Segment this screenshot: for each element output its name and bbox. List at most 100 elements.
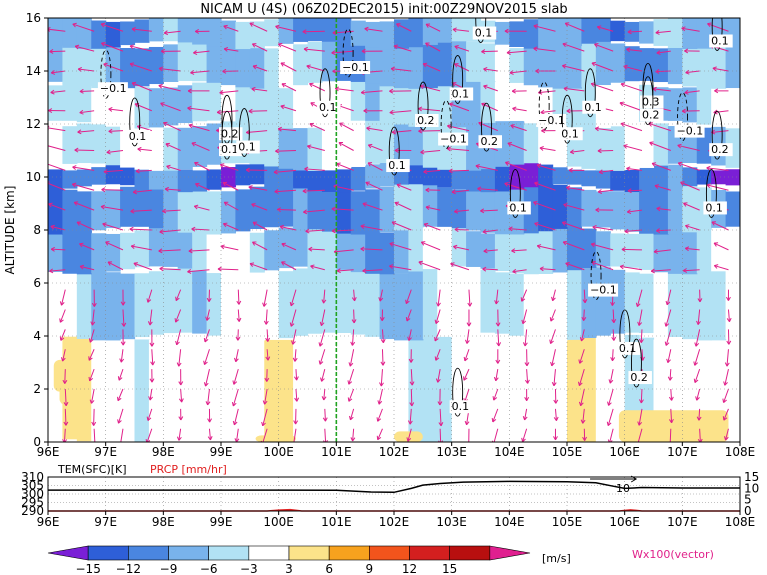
wind-vector-head xyxy=(696,397,700,401)
wind-vector-shaft xyxy=(266,329,269,342)
wind-vector-shaft xyxy=(129,63,152,72)
wind-vector xyxy=(667,369,673,381)
colorbar: −15 −12 −9 −6 −3 3 6 9 12 15[m/s] Wx100(vector) xyxy=(47,545,714,575)
wind-vector xyxy=(534,221,556,231)
wind-vector-head xyxy=(623,65,627,70)
contour-line xyxy=(538,81,550,131)
wind-vector-head xyxy=(656,206,661,209)
wind-vector-shaft xyxy=(131,28,152,32)
x-tick-label: 107E xyxy=(667,445,698,459)
wind-vector-head xyxy=(389,265,393,269)
wind-vector xyxy=(591,61,614,72)
wind-vector-head xyxy=(522,342,526,347)
wind-vector-shaft xyxy=(281,261,297,271)
field-cell xyxy=(408,164,424,185)
wind-vector xyxy=(79,88,95,94)
colorbar-tick-label: 9 xyxy=(366,562,374,575)
wind-vector-head xyxy=(151,342,155,347)
wind-vector xyxy=(619,101,643,112)
wind-vector xyxy=(88,368,95,382)
field-cell xyxy=(76,191,92,233)
wind-vector-head xyxy=(697,438,701,442)
field-cell xyxy=(120,47,136,89)
wind-vector-head xyxy=(608,379,611,384)
wind-vector-head xyxy=(539,268,544,272)
field-cell xyxy=(249,162,265,185)
wind-vector-head xyxy=(598,171,604,175)
wind-vector xyxy=(130,208,152,214)
wind-vector xyxy=(539,266,556,272)
field-cell xyxy=(408,339,424,442)
field-cell xyxy=(394,230,410,274)
field-cell xyxy=(624,272,640,333)
wind-vector xyxy=(496,329,502,347)
wind-vector-shaft xyxy=(653,249,671,253)
field-cell xyxy=(293,18,309,42)
wind-vector-head xyxy=(352,437,356,442)
temperature-tick-label: 290 xyxy=(21,504,44,518)
wind-vector-shaft xyxy=(379,289,383,302)
wind-vector xyxy=(394,147,412,153)
wind-vector-shaft xyxy=(48,182,66,191)
wind-vector-shaft xyxy=(75,45,95,52)
field-cell xyxy=(509,273,525,336)
wind-vector-shaft xyxy=(365,181,383,191)
wind-vector-shaft xyxy=(266,349,269,361)
wind-vector-head xyxy=(302,29,307,33)
wind-vector xyxy=(107,261,124,271)
wind-vector-head xyxy=(553,417,557,421)
wind-vector-head xyxy=(478,122,482,127)
wind-vector-head xyxy=(61,302,65,306)
wind-vector-head xyxy=(627,31,632,35)
wind-vector-head xyxy=(44,144,48,145)
field-cell xyxy=(696,18,712,49)
colorbar-swatch xyxy=(369,545,410,561)
field-cell xyxy=(365,233,381,274)
wind-vector-shaft xyxy=(159,268,181,271)
wind-vector-head xyxy=(205,382,209,387)
wind-vector xyxy=(464,329,470,344)
wind-vector-shaft xyxy=(565,22,585,32)
field-cell xyxy=(192,228,208,271)
field-cell xyxy=(682,167,698,187)
wind-vector-shaft xyxy=(79,243,95,251)
field-cell xyxy=(466,191,482,231)
contour-line xyxy=(619,309,631,359)
wind-vector-shaft xyxy=(620,265,643,271)
wind-vector xyxy=(407,329,412,341)
wind-vector-shaft xyxy=(463,368,470,381)
wind-vector-head xyxy=(48,203,52,208)
wind-vector-head xyxy=(350,437,354,442)
field-cell xyxy=(451,189,467,229)
field-cell xyxy=(379,84,395,123)
wind-vector-shaft xyxy=(389,242,412,251)
wind-vector-head xyxy=(195,28,199,32)
wind-vector-head xyxy=(440,422,444,427)
wind-vector-head xyxy=(363,108,368,112)
wind-vector-head xyxy=(522,416,526,421)
field-cell xyxy=(422,268,438,340)
wind-vector-head xyxy=(611,301,615,306)
field-cell xyxy=(509,21,525,47)
field-cell xyxy=(610,120,626,171)
wind-vector xyxy=(379,369,384,387)
contour-line xyxy=(590,251,602,301)
wind-vector xyxy=(361,48,383,54)
contour-label: 0.1 xyxy=(509,201,527,214)
field-cell xyxy=(682,268,698,340)
wind-vector xyxy=(409,369,415,386)
wind-vector-head xyxy=(187,88,192,92)
wind-vector xyxy=(711,221,729,231)
wind-vector-shaft xyxy=(275,25,297,32)
wind-vector-head xyxy=(539,266,544,270)
wind-vector xyxy=(265,329,271,342)
wind-vector-head xyxy=(620,82,626,85)
field-cell xyxy=(48,169,64,191)
wind-vector-head xyxy=(302,31,307,35)
wind-vector xyxy=(302,29,325,35)
wind-vector-shaft xyxy=(146,428,153,442)
field-cell xyxy=(163,268,179,334)
wind-vector-head xyxy=(596,26,601,30)
x-tick-label: 103E xyxy=(436,445,467,459)
x-tick-label: 101E xyxy=(321,445,352,459)
